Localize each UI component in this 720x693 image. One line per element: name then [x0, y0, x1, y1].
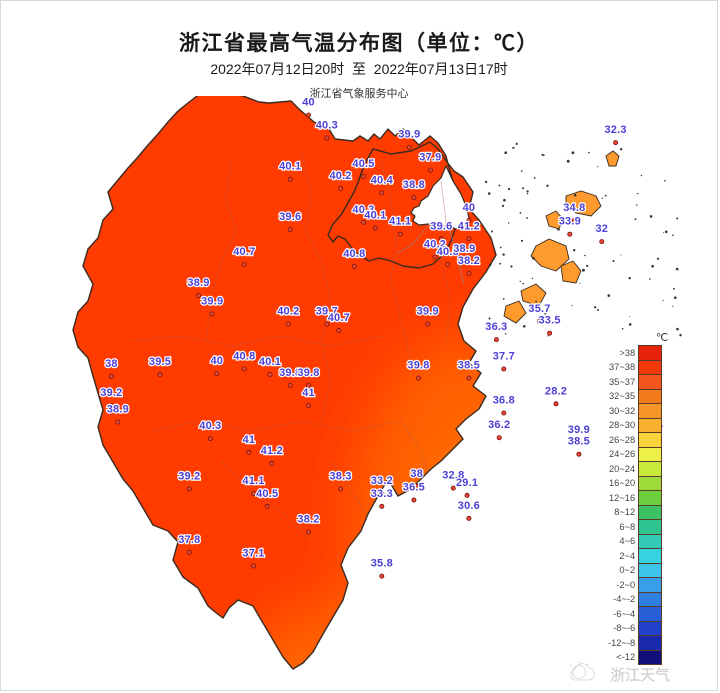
svg-text:33.2: 33.2 [371, 475, 393, 487]
svg-text:39.6: 39.6 [279, 211, 301, 223]
svg-text:41.2: 41.2 [458, 220, 480, 232]
svg-text:40: 40 [210, 355, 223, 367]
svg-text:36.5: 36.5 [403, 482, 425, 494]
svg-text:39.5: 39.5 [149, 356, 171, 368]
svg-text:38.5: 38.5 [458, 360, 480, 372]
svg-text:41: 41 [243, 434, 256, 446]
svg-text:41.1: 41.1 [242, 475, 264, 487]
svg-text:38.9: 38.9 [107, 404, 129, 416]
svg-text:38.5: 38.5 [568, 436, 590, 448]
svg-text:39.8: 39.8 [407, 360, 429, 372]
svg-text:40.2: 40.2 [277, 306, 299, 318]
svg-text:浙江天气: 浙江天气 [610, 667, 670, 684]
svg-text:39.2: 39.2 [178, 471, 200, 483]
svg-text:32: 32 [595, 223, 608, 235]
svg-text:40.7: 40.7 [328, 312, 350, 324]
svg-text:40.7: 40.7 [233, 246, 255, 258]
svg-text:37.1: 37.1 [242, 548, 264, 560]
svg-text:28.2: 28.2 [545, 385, 567, 397]
svg-text:35.8: 35.8 [371, 558, 393, 570]
svg-text:40.5: 40.5 [256, 488, 278, 500]
svg-text:38.2: 38.2 [458, 255, 480, 267]
svg-text:41: 41 [302, 387, 315, 399]
svg-text:38.8: 38.8 [403, 179, 425, 191]
svg-text:40.4: 40.4 [371, 175, 394, 187]
svg-text:39.9: 39.9 [568, 424, 590, 436]
svg-text:32.3: 32.3 [604, 124, 626, 136]
svg-text:30.6: 30.6 [458, 500, 480, 512]
svg-text:40.2: 40.2 [329, 170, 351, 182]
svg-text:40: 40 [302, 97, 315, 109]
svg-text:35.7: 35.7 [528, 303, 550, 315]
svg-text:36.3: 36.3 [485, 321, 507, 333]
svg-text:36.8: 36.8 [493, 395, 515, 407]
svg-text:34.8: 34.8 [563, 202, 585, 214]
svg-text:37.9: 37.9 [419, 152, 441, 164]
svg-text:39.8: 39.8 [297, 367, 319, 379]
svg-text:33.9: 33.9 [559, 216, 581, 228]
svg-text:40: 40 [463, 202, 476, 214]
svg-text:36.2: 36.2 [488, 419, 510, 431]
svg-text:38: 38 [105, 358, 118, 370]
svg-text:39.9: 39.9 [398, 129, 420, 141]
svg-text:39.9: 39.9 [201, 296, 223, 308]
svg-text:40.1: 40.1 [259, 356, 281, 368]
svg-text:39.6: 39.6 [430, 220, 452, 232]
svg-text:37.8: 37.8 [178, 534, 200, 546]
svg-text:29.1: 29.1 [456, 477, 478, 489]
svg-text:40.3: 40.3 [199, 420, 221, 432]
svg-text:38: 38 [410, 468, 423, 480]
svg-text:38.9: 38.9 [453, 243, 475, 255]
svg-text:39.9: 39.9 [417, 306, 439, 318]
svg-text:40.1: 40.1 [279, 161, 301, 173]
svg-text:38.9: 38.9 [187, 277, 209, 289]
svg-text:40.8: 40.8 [343, 248, 365, 260]
svg-text:38.2: 38.2 [297, 514, 319, 526]
svg-text:33.5: 33.5 [538, 315, 560, 327]
svg-text:38.3: 38.3 [329, 471, 351, 483]
svg-text:40.8: 40.8 [233, 351, 255, 363]
svg-text:41.1: 41.1 [389, 216, 411, 228]
svg-text:40.5: 40.5 [352, 158, 374, 170]
svg-text:40.3: 40.3 [316, 120, 338, 132]
svg-text:33.3: 33.3 [371, 488, 393, 500]
svg-text:41.2: 41.2 [261, 445, 283, 457]
svg-text:37.7: 37.7 [493, 351, 515, 363]
svg-text:40.1: 40.1 [364, 209, 386, 221]
svg-text:39.2: 39.2 [100, 387, 122, 399]
